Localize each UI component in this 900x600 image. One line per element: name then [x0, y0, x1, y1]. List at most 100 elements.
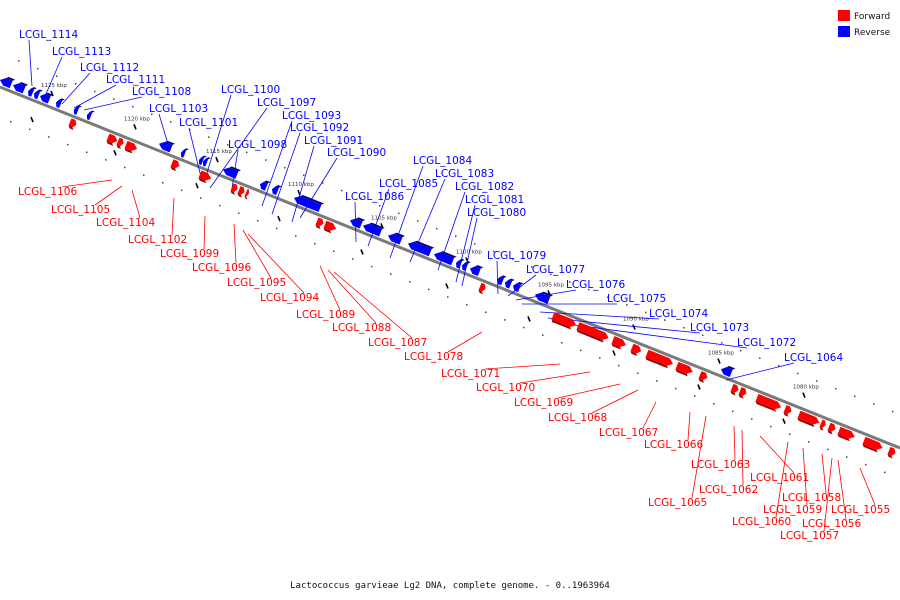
gene-label[interactable]: LCGL_1064	[784, 352, 843, 364]
gene-label[interactable]: LCGL_1101	[179, 117, 238, 129]
gene-label[interactable]: LCGL_1073	[690, 322, 749, 334]
reverse-gene[interactable]	[433, 249, 457, 266]
gene-label[interactable]: LCGL_1078	[404, 351, 463, 363]
reverse-gene[interactable]	[469, 263, 484, 277]
reverse-gene[interactable]	[12, 80, 29, 94]
reverse-gene[interactable]	[504, 277, 515, 289]
gene-label[interactable]: LCGL_1105	[51, 204, 110, 216]
gene-label[interactable]: LCGL_1059	[763, 504, 822, 516]
forward-gene[interactable]	[827, 422, 837, 435]
gene-label[interactable]: LCGL_1068	[548, 412, 607, 424]
gene-label[interactable]: LCGL_1074	[649, 308, 708, 320]
reverse-gene[interactable]	[0, 74, 16, 89]
reverse-gene[interactable]	[461, 260, 471, 272]
gene-label[interactable]: LCGL_1071	[441, 368, 500, 380]
forward-gene[interactable]	[630, 343, 643, 357]
forward-gene[interactable]	[576, 322, 610, 344]
reverse-gene[interactable]	[512, 280, 524, 293]
legend-item-reverse[interactable]: Reverse	[838, 26, 891, 38]
forward-gene[interactable]	[783, 405, 793, 417]
gene-label[interactable]: LCGL_1081	[465, 194, 524, 206]
gene-label[interactable]: LCGL_1085	[379, 178, 438, 190]
gene-label[interactable]: LCGL_1058	[782, 492, 841, 504]
gene-label[interactable]: LCGL_1108	[132, 86, 191, 98]
reverse-gene[interactable]	[198, 154, 207, 166]
gene-label[interactable]: LCGL_1079	[487, 250, 546, 262]
gene-label[interactable]: LCGL_1067	[599, 427, 658, 439]
gene-label[interactable]: LCGL_1075	[607, 293, 666, 305]
gene-label[interactable]: LCGL_1090	[327, 147, 386, 159]
forward-gene[interactable]	[198, 170, 213, 185]
reverse-gene[interactable]	[720, 364, 736, 378]
gene-label[interactable]: LCGL_1065	[648, 497, 707, 509]
forward-gene[interactable]	[730, 383, 740, 396]
reverse-gene[interactable]	[222, 164, 242, 180]
forward-gene[interactable]	[170, 159, 181, 172]
reverse-gene[interactable]	[39, 90, 54, 104]
gene-label[interactable]: LCGL_1096	[192, 262, 251, 274]
reverse-gene[interactable]	[86, 109, 95, 121]
reverse-gene[interactable]	[349, 215, 366, 229]
forward-gene[interactable]	[862, 436, 884, 454]
gene-label[interactable]: LCGL_1080	[467, 207, 526, 219]
gene-label[interactable]: LCGL_1087	[368, 337, 427, 349]
forward-gene[interactable]	[315, 217, 325, 230]
forward-gene[interactable]	[237, 186, 246, 198]
gene-label[interactable]: LCGL_1106	[18, 186, 77, 198]
forward-gene[interactable]	[698, 371, 709, 383]
gene-label[interactable]: LCGL_1062	[699, 484, 758, 496]
reverse-gene[interactable]	[27, 86, 37, 98]
legend-item-forward[interactable]: Forward	[838, 10, 890, 22]
forward-gene[interactable]	[323, 220, 338, 235]
forward-gene[interactable]	[837, 426, 857, 443]
reverse-gene[interactable]	[73, 104, 82, 116]
gene-label[interactable]: LCGL_1111	[106, 74, 165, 86]
reverse-gene[interactable]	[271, 184, 282, 196]
reverse-gene[interactable]	[158, 138, 176, 153]
gene-label[interactable]: LCGL_1099	[160, 248, 219, 260]
gene-label[interactable]: LCGL_1104	[96, 217, 155, 229]
gene-label[interactable]: LCGL_1072	[737, 337, 796, 349]
forward-gene[interactable]	[819, 419, 827, 431]
gene-label[interactable]: LCGL_1102	[128, 234, 187, 246]
gene-label[interactable]: LCGL_1069	[514, 397, 573, 409]
forward-gene[interactable]	[755, 393, 783, 413]
reverse-gene[interactable]	[534, 289, 554, 305]
forward-gene[interactable]	[478, 282, 487, 295]
gene-label[interactable]: LCGL_1060	[732, 516, 791, 528]
reverse-gene[interactable]	[180, 147, 189, 159]
gene-label[interactable]: LCGL_1093	[282, 110, 341, 122]
gene-label[interactable]: LCGL_1070	[476, 382, 535, 394]
gene-label[interactable]: LCGL_1063	[691, 459, 750, 471]
forward-gene[interactable]	[68, 118, 78, 130]
gene-label[interactable]: LCGL_1094	[260, 292, 319, 304]
gene-label[interactable]: LCGL_1100	[221, 84, 280, 96]
forward-gene[interactable]	[230, 183, 239, 195]
gene-label[interactable]: LCGL_1112	[80, 62, 139, 74]
reverse-gene[interactable]	[202, 156, 211, 168]
gene-label[interactable]: LCGL_1086	[345, 191, 404, 203]
reverse-gene[interactable]	[387, 230, 406, 245]
forward-gene[interactable]	[244, 188, 251, 200]
gene-label[interactable]: LCGL_1114	[19, 29, 78, 41]
forward-gene[interactable]	[675, 361, 695, 378]
forward-gene[interactable]	[611, 336, 628, 350]
gene-label[interactable]: LCGL_1057	[780, 530, 839, 542]
forward-gene[interactable]	[797, 410, 821, 428]
reverse-gene[interactable]	[293, 192, 325, 213]
gene-label[interactable]: LCGL_1113	[52, 46, 111, 58]
gene-label[interactable]: LCGL_1091	[304, 135, 363, 147]
gene-label[interactable]: LCGL_1055	[831, 504, 890, 516]
reverse-gene[interactable]	[407, 238, 435, 257]
gene-label[interactable]: LCGL_1088	[332, 322, 391, 334]
gene-label[interactable]: LCGL_1083	[435, 168, 494, 180]
gene-label[interactable]: LCGL_1056	[802, 518, 861, 530]
forward-gene[interactable]	[551, 312, 578, 331]
gene-label[interactable]: LCGL_1084	[413, 155, 472, 167]
forward-gene[interactable]	[106, 133, 119, 147]
reverse-gene[interactable]	[455, 257, 465, 269]
reverse-gene[interactable]	[33, 88, 43, 100]
gene-label[interactable]: LCGL_1076	[566, 279, 625, 291]
gene-label[interactable]: LCGL_1089	[296, 309, 355, 321]
gene-label[interactable]: LCGL_1066	[644, 439, 703, 451]
